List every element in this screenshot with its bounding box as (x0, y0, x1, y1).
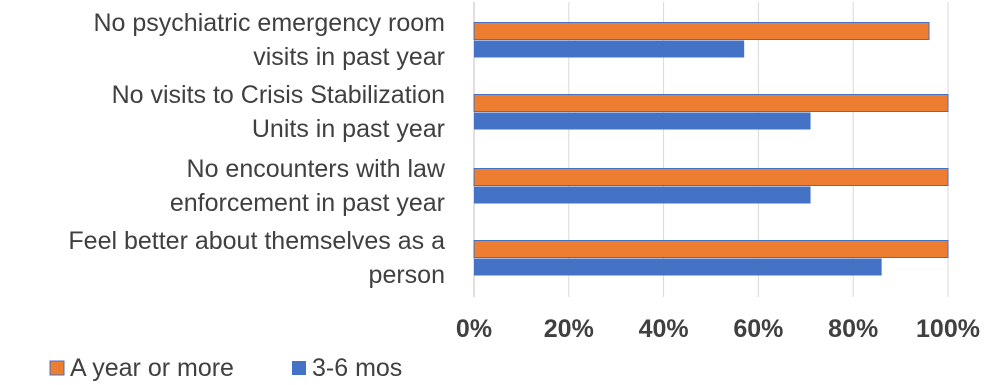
x-tick-label-5: 100% (916, 315, 980, 343)
bar-3-6-mos-1 (474, 112, 811, 130)
category-label-line: enforcement in past year (170, 189, 445, 217)
bar-3-6-mos-3 (474, 258, 882, 276)
category-label-1: No visits to Crisis Stabilization Units i… (112, 81, 445, 143)
category-label-line: person (369, 261, 445, 289)
x-tick-label-1: 20% (544, 315, 594, 343)
category-label-line: No visits to Crisis Stabilization (112, 81, 445, 109)
bar-year-or-more-2 (473, 168, 949, 186)
bar-3-6-mos-0 (474, 40, 745, 58)
x-axis-ticks: 0% 20% 40% 60% 80% 100% (456, 315, 980, 343)
x-tick-label-3: 60% (733, 315, 783, 343)
category-label-line: visits in past year (253, 43, 445, 71)
legend-label-1: 3-6 mos (312, 354, 402, 382)
bar-year-or-more-0 (473, 22, 930, 40)
x-tick-label-2: 40% (639, 315, 689, 343)
category-labels: No psychiatric emergency room visits in p… (68, 9, 446, 289)
x-tick-label-4: 80% (828, 315, 878, 343)
legend-swatch-1 (292, 361, 306, 375)
legend-swatch-0 (49, 360, 65, 376)
category-label-line: No psychiatric emergency room (93, 9, 445, 37)
category-label-2: No encounters with law enforcement in pas… (170, 155, 446, 217)
category-label-0: No psychiatric emergency room visits in p… (93, 9, 445, 71)
category-label-line: Units in past year (252, 115, 445, 143)
legend-label-0: A year or more (70, 354, 234, 382)
bar-year-or-more-3 (473, 240, 949, 258)
legend: A year or more 3-6 mos (49, 354, 402, 382)
category-label-line: No encounters with law (187, 155, 446, 183)
bar-year-or-more-1 (473, 94, 949, 112)
bars (473, 22, 949, 276)
category-label-line: Feel better about themselves as a (68, 227, 445, 255)
x-tick-label-0: 0% (456, 315, 492, 343)
category-label-3: Feel better about themselves as a person (68, 227, 445, 289)
bar-3-6-mos-2 (474, 186, 811, 204)
